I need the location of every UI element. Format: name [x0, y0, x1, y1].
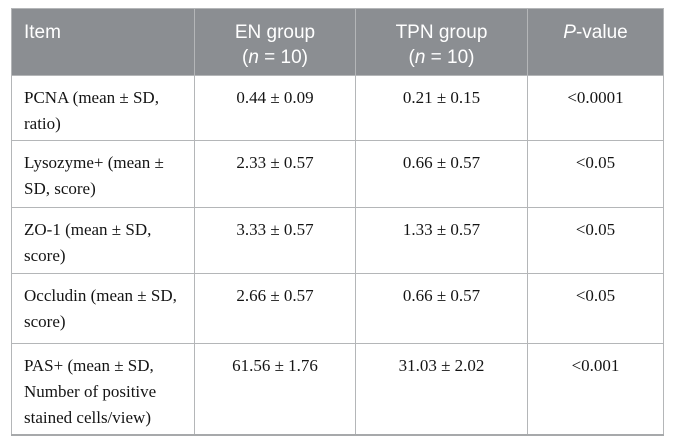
en-group-cell: 3.33 ± 0.57 — [194, 207, 356, 274]
col-header-p-value-label: P-value — [563, 22, 628, 43]
p-value-cell: <0.0001 — [527, 75, 664, 141]
p-value-cell: <0.05 — [527, 273, 664, 344]
results-table-container: Item EN group (n = 10) TPN group (n = 10… — [11, 8, 664, 436]
col-header-tpn-group-label: TPN group — [395, 22, 488, 43]
p-value-cell: <0.001 — [527, 343, 664, 435]
en-group-cell: 61.56 ± 1.76 — [194, 343, 356, 435]
col-header-item: Item — [11, 8, 195, 76]
col-header-tpn-group: TPN group (n = 10) — [355, 8, 528, 76]
table-header: Item EN group (n = 10) TPN group (n = 10… — [11, 8, 664, 76]
en-group-cell: 0.44 ± 0.09 — [194, 75, 356, 141]
col-header-en-group-n: (n = 10) — [241, 47, 309, 68]
item-cell: Lysozyme+ (mean ± SD, score) — [11, 140, 195, 208]
table-row: PAS+ (mean ± SD, Number of positive stai… — [11, 343, 664, 435]
item-cell: Occludin (mean ± SD, score) — [11, 273, 195, 344]
tpn-group-cell: 0.66 ± 0.57 — [355, 273, 528, 344]
tpn-group-cell: 0.21 ± 0.15 — [355, 75, 528, 141]
header-row: Item EN group (n = 10) TPN group (n = 10… — [11, 8, 664, 76]
table-row: PCNA (mean ± SD, ratio) 0.44 ± 0.09 0.21… — [11, 75, 664, 141]
en-group-cell: 2.66 ± 0.57 — [194, 273, 356, 344]
en-group-cell: 2.33 ± 0.57 — [194, 140, 356, 208]
col-header-en-group: EN group (n = 10) — [194, 8, 356, 76]
table-row: ZO-1 (mean ± SD, score) 3.33 ± 0.57 1.33… — [11, 207, 664, 274]
col-header-item-label: Item — [24, 22, 61, 43]
item-cell: PCNA (mean ± SD, ratio) — [11, 75, 195, 141]
tpn-group-cell: 31.03 ± 2.02 — [355, 343, 528, 435]
item-cell: PAS+ (mean ± SD, Number of positive stai… — [11, 343, 195, 435]
results-table: Item EN group (n = 10) TPN group (n = 10… — [11, 8, 664, 436]
col-header-tpn-group-n: (n = 10) — [408, 47, 475, 68]
p-value-cell: <0.05 — [527, 140, 664, 208]
table-body: PCNA (mean ± SD, ratio) 0.44 ± 0.09 0.21… — [11, 75, 664, 435]
table-row: Occludin (mean ± SD, score) 2.66 ± 0.57 … — [11, 273, 664, 344]
item-cell: ZO-1 (mean ± SD, score) — [11, 207, 195, 274]
col-header-en-group-label: EN group — [234, 22, 316, 43]
col-header-p-value: P-value — [527, 8, 664, 76]
table-row: Lysozyme+ (mean ± SD, score) 2.33 ± 0.57… — [11, 140, 664, 208]
tpn-group-cell: 0.66 ± 0.57 — [355, 140, 528, 208]
p-value-cell: <0.05 — [527, 207, 664, 274]
tpn-group-cell: 1.33 ± 0.57 — [355, 207, 528, 274]
